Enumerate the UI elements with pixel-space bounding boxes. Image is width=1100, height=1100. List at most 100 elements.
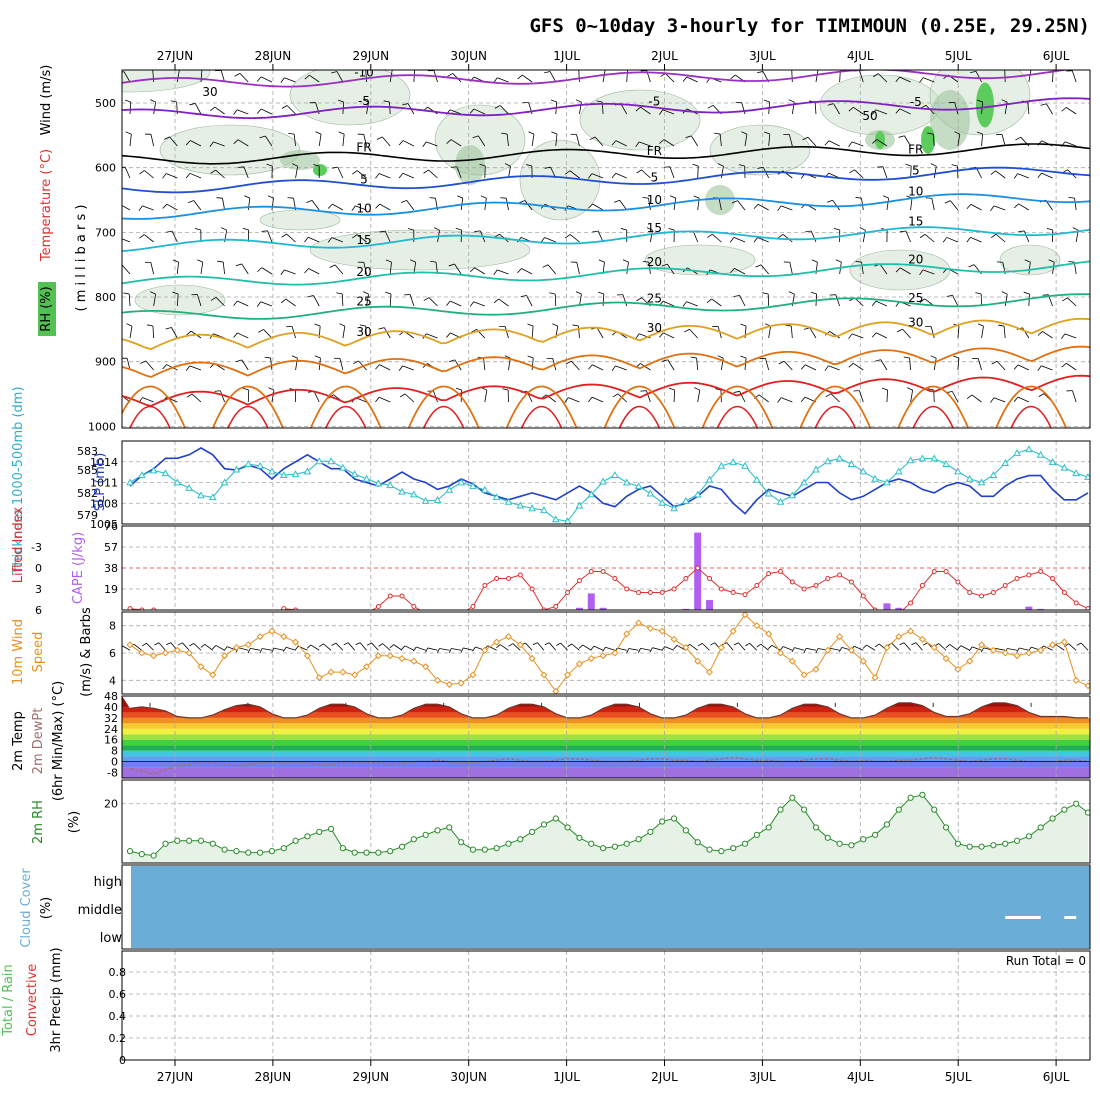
axis-label: (%) bbox=[67, 811, 82, 834]
wind-barb bbox=[247, 198, 251, 211]
rh-contour-label: 50 bbox=[862, 109, 877, 123]
thickness-marker bbox=[812, 465, 820, 473]
wind-10m-barb bbox=[189, 643, 194, 647]
wind-barb bbox=[642, 260, 649, 263]
wind-barb bbox=[217, 260, 224, 263]
temp-band bbox=[122, 723, 1090, 729]
wind-speed-marker bbox=[398, 654, 406, 662]
thickness-marker bbox=[670, 504, 678, 512]
wind-barb bbox=[493, 269, 498, 276]
wind-barb bbox=[659, 332, 664, 338]
wind-barb bbox=[1001, 99, 1008, 103]
wind-barb bbox=[872, 139, 878, 144]
wind-10m-barb bbox=[605, 646, 616, 651]
wind-barb bbox=[214, 106, 225, 115]
wind-10m-barb bbox=[262, 648, 272, 651]
rh-marker bbox=[209, 840, 216, 847]
isotherm-label: -5 bbox=[648, 94, 660, 108]
isotherm-cell bbox=[1010, 405, 1052, 428]
axis-label: 10m Wind bbox=[11, 619, 26, 685]
rh-marker bbox=[753, 831, 760, 838]
lifted-index-marker bbox=[411, 604, 417, 609]
wind-barb bbox=[626, 262, 629, 275]
wind-barb bbox=[848, 333, 853, 339]
thickness-marker bbox=[693, 490, 702, 498]
wind-barb bbox=[271, 198, 274, 211]
wind-barb bbox=[334, 264, 344, 275]
lifted-index-marker bbox=[1038, 569, 1044, 574]
wind-barb bbox=[520, 295, 527, 298]
cape-tick-label: 76 bbox=[104, 520, 118, 533]
wind-barb bbox=[685, 135, 692, 138]
wind-barb bbox=[611, 365, 616, 371]
wind-barb bbox=[399, 393, 406, 398]
lifted-index-marker bbox=[576, 578, 582, 584]
wind-10m-barb bbox=[626, 648, 630, 654]
axis-labels: RH (%) Temperature (°C) Wind (m/s) ( m i l … bbox=[1, 65, 108, 1053]
thickness-marker bbox=[823, 457, 832, 465]
wind-speed-marker bbox=[209, 671, 217, 679]
wind-barb bbox=[237, 139, 249, 147]
wind-barb bbox=[950, 200, 959, 211]
wind-barb bbox=[733, 237, 746, 243]
wind-barb bbox=[995, 170, 1006, 179]
lifted-index-marker bbox=[908, 600, 914, 606]
wind-barb bbox=[478, 135, 486, 147]
isotherm-label: 30 bbox=[356, 325, 371, 339]
wind-barb bbox=[163, 136, 170, 140]
temp-band bbox=[122, 761, 1090, 768]
wind-barb bbox=[730, 268, 735, 274]
wind-speed-marker bbox=[966, 657, 974, 665]
date-label-bottom: 2JUL bbox=[651, 1070, 678, 1084]
wind-10m-barb bbox=[193, 643, 202, 651]
thickness-marker bbox=[918, 454, 927, 462]
wind-barb bbox=[139, 234, 145, 239]
wind-barb bbox=[690, 356, 697, 359]
wind-speed-marker bbox=[221, 652, 229, 660]
wind-barb bbox=[588, 203, 593, 209]
wind-barb bbox=[692, 163, 699, 167]
isotherm-label: 25 bbox=[908, 291, 923, 305]
wind-10m-barb bbox=[616, 647, 627, 651]
axis-label-part: (%) bbox=[67, 811, 82, 834]
wind-barb bbox=[576, 134, 580, 147]
rh-marker bbox=[990, 842, 997, 849]
wind-barb bbox=[129, 134, 132, 147]
thickness-marker bbox=[622, 478, 631, 486]
thickness-marker bbox=[374, 479, 383, 487]
wind-barb bbox=[363, 134, 367, 147]
wind-speed-marker bbox=[457, 679, 465, 687]
lifted-index-marker bbox=[1073, 600, 1079, 606]
lifted-index-tick-label: 3 bbox=[35, 583, 42, 596]
wind-10m-plot bbox=[122, 612, 1090, 694]
wind-barb bbox=[1038, 393, 1045, 397]
wind-barb bbox=[271, 390, 275, 403]
wind-barb bbox=[471, 328, 477, 333]
wind-barb bbox=[176, 70, 180, 83]
wind-barb bbox=[733, 294, 740, 298]
wind-barb bbox=[602, 293, 605, 307]
wind-barb bbox=[578, 326, 580, 339]
wind-barb bbox=[189, 172, 202, 179]
lifted-index-marker bbox=[848, 579, 854, 585]
wind-barb bbox=[244, 195, 250, 199]
wind-speed-marker bbox=[256, 633, 264, 641]
wind-barb bbox=[150, 134, 155, 147]
wind-barb bbox=[379, 364, 391, 371]
wind-barb bbox=[194, 103, 202, 115]
wind-speed-marker bbox=[161, 649, 169, 657]
slp-tick-label: 1011 bbox=[90, 477, 118, 490]
wind-barb bbox=[214, 390, 221, 392]
wind-speed-marker bbox=[670, 635, 678, 643]
rh-shading bbox=[849, 249, 951, 291]
wind-10m-barb bbox=[500, 644, 509, 651]
wind-barb bbox=[953, 355, 960, 359]
wind-barb bbox=[899, 108, 911, 115]
wind-barb bbox=[1064, 141, 1077, 147]
rh-marker bbox=[505, 840, 512, 847]
wind-barb bbox=[1017, 173, 1030, 179]
wind-barb bbox=[636, 297, 642, 302]
cape-bar bbox=[1025, 606, 1033, 610]
rh-marker bbox=[434, 827, 441, 834]
wind-barb bbox=[762, 292, 769, 295]
